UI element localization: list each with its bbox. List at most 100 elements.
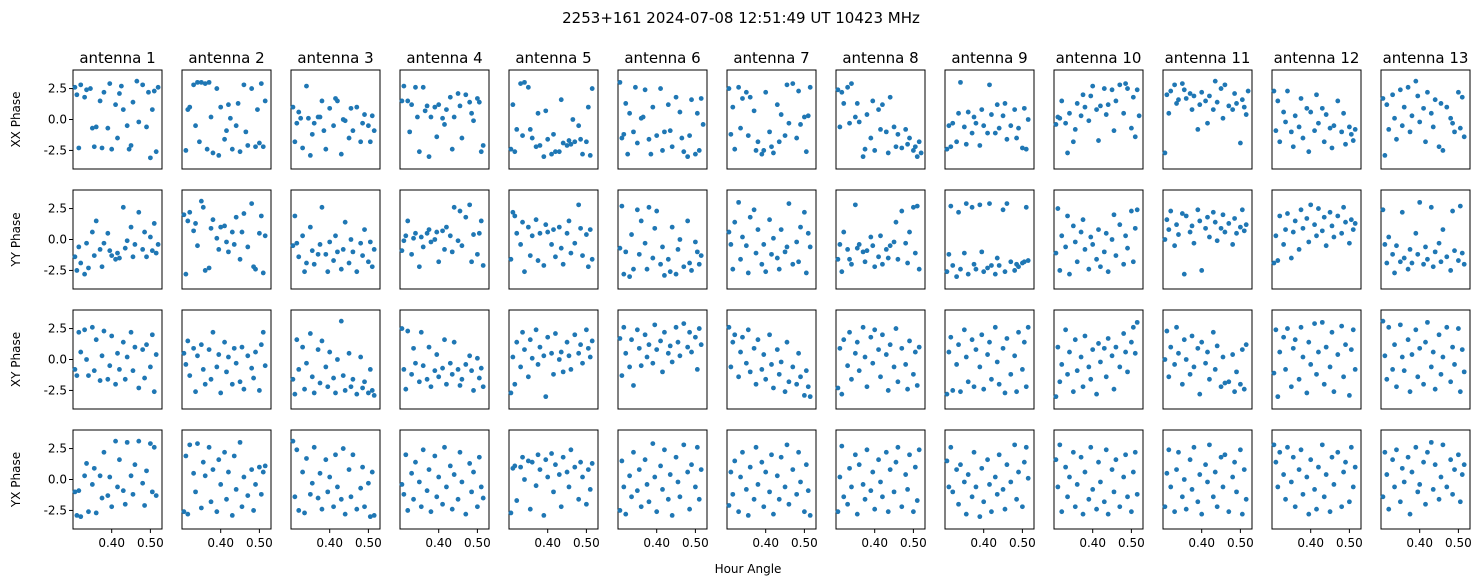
data-point — [1195, 127, 1200, 132]
data-point — [362, 504, 367, 509]
panel-grid: XX Phaseantenna 12.50.0-2.5antenna 2 ante… — [9, 49, 1472, 550]
data-point — [1240, 512, 1245, 517]
subplot: 0.40 0.50 — [291, 430, 382, 550]
data-point — [1005, 201, 1010, 206]
data-point — [783, 485, 788, 490]
data-point — [218, 391, 223, 396]
data-point — [1398, 259, 1403, 264]
data-point — [559, 350, 564, 355]
data-point — [1301, 226, 1306, 231]
data-point — [1439, 259, 1444, 264]
data-point — [744, 487, 749, 492]
data-point — [847, 330, 852, 335]
data-point — [767, 489, 772, 494]
data-point — [808, 85, 813, 90]
data-point — [1166, 447, 1171, 452]
data-point — [806, 113, 811, 118]
data-point — [458, 103, 463, 108]
data-point — [907, 339, 912, 344]
data-point — [343, 512, 348, 517]
data-point — [899, 146, 904, 151]
antenna-title: antenna 6 — [624, 49, 700, 67]
data-point — [1450, 209, 1455, 214]
data-point — [989, 509, 994, 514]
data-point — [1308, 457, 1313, 462]
data-point — [783, 249, 788, 254]
data-point — [584, 502, 589, 507]
data-point — [333, 391, 338, 396]
y-axis-label: XY Phase — [9, 332, 23, 387]
data-point — [320, 339, 325, 344]
data-point — [1008, 123, 1013, 128]
data-point — [1180, 81, 1185, 86]
data-point — [1088, 377, 1093, 382]
data-point — [1008, 259, 1013, 264]
data-point — [727, 86, 732, 91]
data-point — [1297, 247, 1302, 252]
axes-frame — [182, 190, 271, 289]
data-point — [1429, 205, 1434, 210]
data-point — [650, 361, 655, 366]
data-point — [545, 230, 550, 235]
data-point — [779, 455, 784, 460]
data-point — [512, 382, 517, 387]
data-point — [538, 467, 543, 472]
data-point — [368, 139, 373, 144]
data-point — [242, 211, 247, 216]
data-point — [354, 392, 359, 397]
data-point — [452, 340, 457, 345]
data-point — [76, 488, 81, 493]
axes-frame — [618, 430, 707, 529]
y-tick-label: -2.5 — [44, 143, 67, 157]
data-point — [1413, 445, 1418, 450]
data-point — [1431, 487, 1436, 492]
subplot — [618, 190, 707, 289]
subplot: 0.40 0.50 — [618, 430, 709, 550]
data-point — [954, 362, 959, 367]
data-point — [469, 111, 474, 116]
data-point — [837, 242, 842, 247]
data-point — [82, 272, 87, 277]
data-point — [625, 152, 630, 157]
data-point — [1005, 137, 1010, 142]
data-point — [234, 123, 239, 128]
data-point — [1192, 241, 1197, 246]
data-point — [857, 368, 862, 373]
data-point — [316, 496, 321, 501]
data-point — [1332, 389, 1337, 394]
data-point — [1304, 216, 1309, 221]
data-point — [892, 125, 897, 130]
data-point — [1005, 336, 1010, 341]
data-point — [1205, 350, 1210, 355]
y-tick-label: 0.0 — [48, 113, 67, 127]
data-point — [1211, 330, 1216, 335]
data-point — [1016, 470, 1021, 475]
data-point — [905, 387, 910, 392]
data-point — [222, 223, 227, 228]
data-point — [586, 264, 591, 269]
data-point — [972, 384, 977, 389]
data-point — [251, 508, 256, 513]
data-point — [400, 326, 405, 331]
data-point — [849, 262, 854, 267]
data-point — [107, 475, 112, 480]
data-point — [261, 330, 266, 335]
data-point — [456, 91, 461, 96]
subplot: antenna 12.50.0-2.5 — [44, 49, 162, 169]
data-point — [1234, 369, 1239, 374]
data-point — [868, 488, 873, 493]
data-point — [987, 201, 992, 206]
data-point — [588, 355, 593, 360]
data-point — [304, 84, 309, 89]
data-point — [1410, 352, 1415, 357]
data-point — [668, 128, 673, 133]
data-point — [211, 330, 216, 335]
data-point — [207, 80, 212, 85]
data-point — [320, 99, 325, 104]
data-point — [647, 137, 652, 142]
data-point — [660, 148, 665, 153]
data-point — [738, 475, 743, 480]
data-point — [551, 489, 556, 494]
data-point — [945, 392, 950, 397]
